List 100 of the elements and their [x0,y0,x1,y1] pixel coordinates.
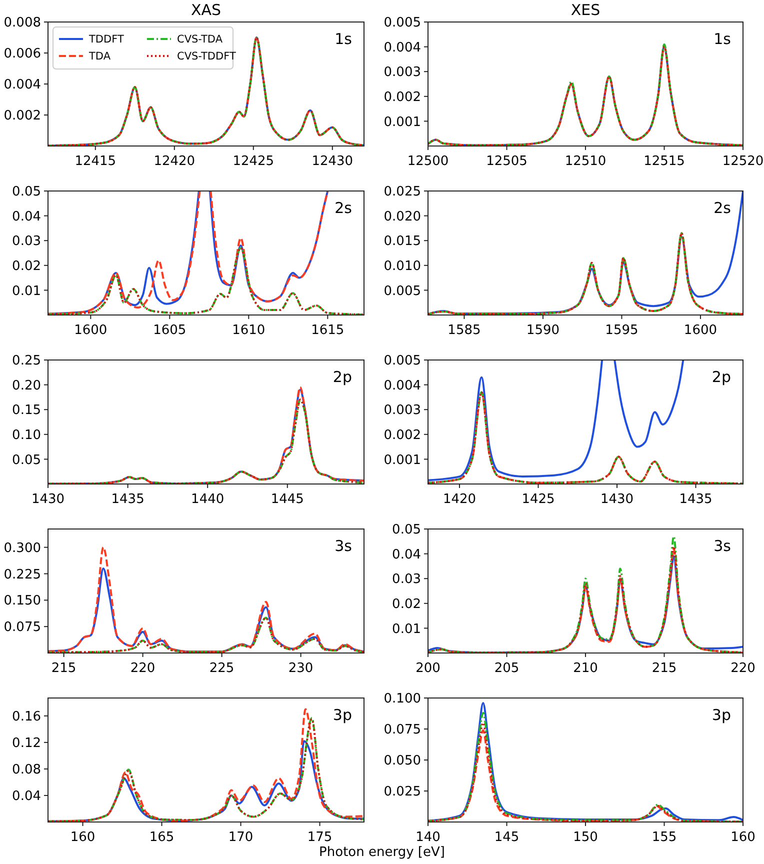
line-series [428,191,743,315]
y-tick-label: 0.05 [12,452,41,468]
x-tick-label: 1585 [448,323,481,338]
x-tick-label: 1435 [679,492,712,507]
y-tick-label: 0.100 [384,692,421,707]
y-tick-label: 0.003 [384,403,421,418]
y-tick-label: 0.02 [392,596,421,612]
y-tick-label: 0.25 [12,354,41,369]
x-tick-label: 1435 [111,492,144,507]
y-tick-label: 0.002 [384,428,421,443]
x-tick-label: 230 [288,661,314,676]
y-tick-label: 0.010 [384,258,421,274]
line-series [48,247,364,315]
y-tick-label: 0.04 [392,547,421,562]
chart-title: XES [570,1,600,19]
line-series [48,616,364,653]
x-tick-label: 12520 [722,154,764,169]
x-tick-label: 175 [307,830,332,845]
x-tick-label: 12425 [232,154,274,169]
y-tick-label: 0.01 [12,284,41,299]
y-tick-label: 0.003 [384,65,421,80]
x-tick-label: 215 [51,661,76,676]
x-tick-label: 12510 [564,154,606,169]
y-tick-label: 0.225 [4,567,41,582]
x-tick-label: 150 [573,830,598,845]
y-tick-label: 0.15 [12,403,41,418]
x-tick-label: 205 [494,661,520,676]
annotation: 3s [714,537,732,555]
annotation: 1s [714,30,732,48]
y-tick-label: 0.005 [384,354,421,369]
x-tick-label: 1430 [600,492,634,507]
y-tick-label: 0.03 [12,234,41,250]
x-tick-label: 140 [416,830,440,845]
annotation: 3s [334,537,352,555]
y-tick-label: 0.020 [384,209,421,224]
y-tick-label: 0.004 [4,78,41,93]
x-tick-label: 220 [730,661,756,676]
y-tick-label: 0.005 [384,16,421,31]
y-tick-label: 0.005 [384,284,421,299]
legend-label: TDA [88,50,112,63]
x-tick-label: 12505 [486,154,528,169]
legend-label: CVS-TDA [177,34,224,46]
x-tick-label: 170 [228,830,254,845]
y-tick-label: 0.05 [392,522,421,538]
x-tick-label: 210 [573,661,598,676]
y-tick-label: 0.075 [384,722,421,738]
y-tick-label: 0.04 [12,789,41,804]
annotation: 1s [334,30,352,48]
legend-label: CVS-TDDFT [177,50,236,63]
x-tick-label: 220 [130,661,156,676]
x-tick-label: 160 [730,830,756,845]
y-tick-label: 0.050 [384,754,421,769]
y-tick-label: 0.002 [384,90,421,105]
x-tick-label: 1590 [526,323,560,338]
y-tick-label: 0.20 [12,378,41,394]
x-tick-label: 1420 [442,492,476,507]
y-tick-label: 0.10 [12,428,41,443]
y-tick-label: 0.05 [12,184,41,200]
x-tick-label: 1425 [522,492,555,507]
x-tick-label: 1600 [74,323,108,338]
x-tick-label: 1615 [311,323,344,338]
y-tick-label: 0.075 [4,620,41,636]
y-tick-label: 0.002 [4,108,41,124]
x-tick-label: 1430 [31,492,65,507]
x-tick-label: 160 [70,830,96,845]
x-tick-label: 12430 [312,154,354,169]
y-tick-label: 0.150 [4,594,41,609]
x-tick-label: 1600 [684,323,718,338]
line-series [428,232,743,315]
y-tick-label: 0.02 [12,258,41,274]
annotation: 2s [714,199,732,217]
y-tick-label: 0.006 [4,46,41,62]
chart-title: XAS [190,1,222,19]
annotation: 3p [332,706,352,724]
y-tick-label: 0.16 [12,709,41,724]
y-tick-label: 0.025 [384,184,421,200]
y-tick-label: 0.001 [384,114,421,130]
x-tick-label: 1610 [232,323,266,338]
y-tick-label: 0.025 [384,784,421,800]
annotation: 2p [712,368,731,386]
y-tick-label: 0.300 [4,540,41,556]
x-axis-title: Photon energy [eV] [319,845,445,860]
legend-label: TDDFT [88,34,124,46]
x-tick-label: 155 [652,830,677,845]
x-tick-label: 12500 [407,154,449,169]
x-tick-label: 12415 [74,154,116,169]
x-tick-label: 145 [494,830,520,845]
y-tick-label: 0.008 [4,16,41,31]
y-tick-label: 0.004 [384,40,421,56]
x-tick-label: 200 [416,661,440,676]
x-tick-label: 215 [652,661,677,676]
y-tick-label: 0.04 [12,209,41,224]
annotation: 3p [712,706,731,724]
x-tick-label: 165 [149,830,174,845]
y-tick-label: 0.001 [384,452,421,468]
x-tick-label: 225 [209,661,234,676]
annotation: 2p [332,368,352,386]
x-tick-label: 12420 [154,154,196,169]
y-tick-label: 0.004 [384,378,421,394]
x-tick-label: 1440 [191,492,224,507]
